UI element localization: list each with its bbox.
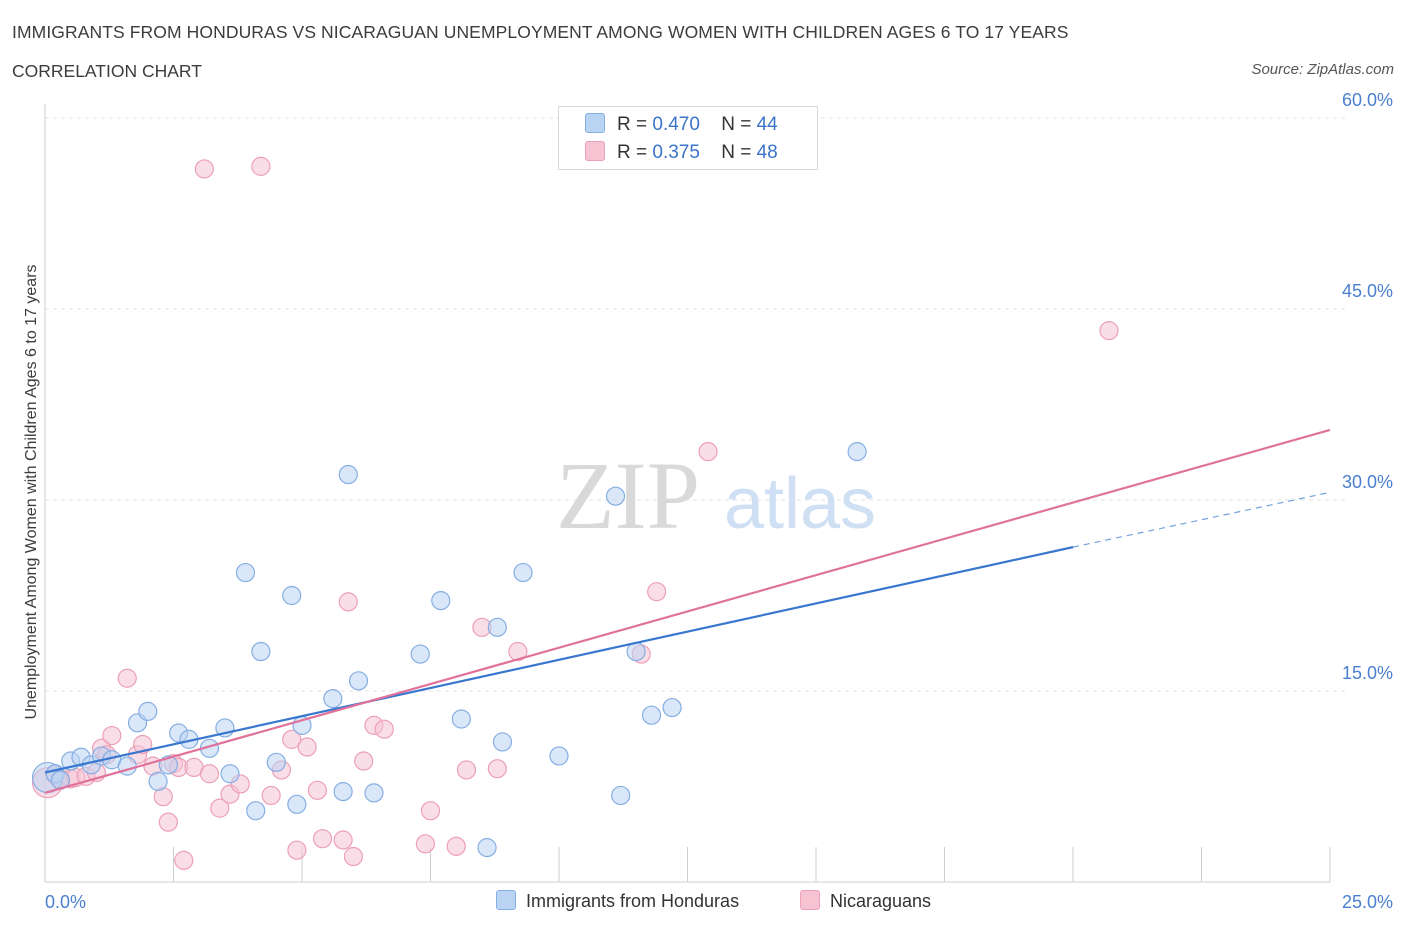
nicaraguans-point — [354, 751, 374, 771]
trend-lines — [44, 428, 1331, 794]
nicaraguans-point — [487, 759, 507, 779]
honduras-point — [477, 838, 497, 858]
honduras-point — [251, 641, 271, 662]
nicaraguans-point — [102, 725, 122, 746]
nicaraguans-point — [338, 592, 358, 612]
nicaraguans-point — [698, 442, 718, 462]
nicaraguans-point — [647, 582, 667, 602]
legend-label-nicaraguans: Nicaraguans — [830, 891, 932, 911]
legend-r-value-honduras: 0.470 — [652, 114, 700, 135]
chart-title: IMMIGRANTS FROM HONDURAS VS NICARAGUAN U… — [12, 22, 1069, 42]
series-nicaraguans-points — [31, 156, 1119, 870]
x-tick-label-min: 0.0% — [45, 892, 86, 912]
nicaraguans-point — [312, 829, 333, 849]
honduras-point — [451, 709, 471, 729]
correlation-legend: R = 0.470 N = 44 R = 0.375 N = 48 — [558, 106, 818, 170]
nicaraguans-point — [307, 780, 328, 800]
nicaraguans-point — [374, 719, 394, 739]
honduras-point — [431, 590, 451, 611]
legend-swatch-pink — [585, 141, 605, 161]
trend-line-nicaraguans — [44, 428, 1331, 794]
nicaraguans-point — [261, 785, 281, 806]
watermark-zip: ZIP — [556, 442, 700, 549]
honduras-point — [611, 785, 631, 806]
axes — [44, 104, 1331, 883]
honduras-point — [487, 617, 507, 637]
watermark: ZIP atlas — [556, 442, 876, 549]
honduras-point — [513, 562, 533, 583]
honduras-point — [662, 697, 682, 718]
legend-r-label: R = — [617, 114, 648, 135]
nicaraguans-point — [194, 159, 214, 179]
gridlines — [45, 117, 1345, 692]
nicaraguans-point — [282, 729, 302, 749]
honduras-point — [148, 771, 168, 792]
nicaraguans-point — [210, 798, 230, 818]
honduras-point — [220, 764, 240, 784]
nicaraguans-point — [251, 156, 271, 176]
series-legend: Immigrants from Honduras Nicaraguans — [0, 890, 1406, 916]
honduras-point — [641, 705, 662, 725]
watermark-atlas: atlas — [724, 464, 876, 544]
nicaraguans-point — [158, 812, 178, 832]
honduras-point — [246, 801, 266, 821]
legend-swatch-blue — [585, 113, 605, 133]
nicaraguans-point — [1099, 321, 1119, 341]
honduras-point — [333, 781, 353, 802]
honduras-point — [605, 486, 626, 506]
honduras-point — [549, 746, 569, 766]
legend-row-honduras: R = 0.470 N = 44 — [585, 113, 778, 137]
nicaraguans-point — [174, 850, 194, 870]
nicaraguans-point — [297, 737, 317, 757]
nicaraguans-point — [287, 840, 307, 860]
nicaraguans-point — [117, 668, 137, 688]
series-honduras-points — [31, 442, 867, 858]
legend-row-nicaraguans: R = 0.375 N = 48 — [585, 141, 778, 165]
honduras-point — [492, 732, 513, 752]
legend-item-honduras[interactable]: Immigrants from Honduras — [496, 890, 739, 912]
legend-item-nicaraguans[interactable]: Nicaraguans — [800, 890, 931, 912]
honduras-point — [847, 442, 867, 462]
legend-n-label: N = — [721, 114, 752, 135]
legend-label-honduras: Immigrants from Honduras — [526, 891, 740, 911]
trend-line-honduras-extension — [1072, 491, 1331, 548]
y-tick-label: 60.0% — [1342, 90, 1393, 110]
honduras-point — [323, 689, 343, 709]
nicaraguans-point — [343, 846, 363, 867]
nicaraguans-point — [446, 836, 466, 856]
legend-swatch-pink — [800, 890, 820, 910]
x-tick-label-max: 25.0% — [1342, 892, 1393, 912]
honduras-point — [348, 671, 369, 691]
y-tick-label: 30.0% — [1342, 472, 1393, 492]
legend-r-label: R = — [617, 142, 648, 163]
nicaraguans-point — [415, 834, 435, 854]
tick-labels: 15.0% 30.0% 45.0% 60.0% 0.0% 25.0% — [45, 90, 1393, 912]
legend-swatch-blue — [496, 890, 516, 910]
legend-n-label: N = — [721, 142, 752, 163]
nicaraguans-point — [420, 801, 441, 821]
nicaraguans-point — [333, 830, 353, 850]
honduras-point — [287, 794, 307, 814]
honduras-point — [338, 464, 358, 485]
trend-line-honduras — [44, 546, 1074, 774]
honduras-point — [364, 783, 384, 803]
source-label: Source: ZipAtlas.com — [1251, 61, 1394, 78]
legend-r-value-nicaraguans: 0.375 — [652, 142, 700, 163]
honduras-point — [266, 752, 286, 772]
chart-subtitle: CORRELATION CHART — [12, 61, 202, 81]
y-tick-label: 15.0% — [1342, 663, 1393, 683]
nicaraguans-point — [508, 641, 528, 662]
honduras-point — [235, 562, 256, 583]
legend-n-value-honduras: 44 — [756, 114, 778, 135]
y-axis-label: Unemployment Among Women with Children A… — [23, 264, 40, 719]
legend-n-value-nicaraguans: 48 — [756, 142, 778, 163]
honduras-point — [138, 701, 158, 721]
y-tick-label: 45.0% — [1342, 281, 1393, 301]
nicaraguans-point — [199, 764, 220, 784]
honduras-point — [282, 585, 302, 606]
honduras-point — [410, 644, 430, 664]
nicaraguans-point — [456, 760, 477, 780]
